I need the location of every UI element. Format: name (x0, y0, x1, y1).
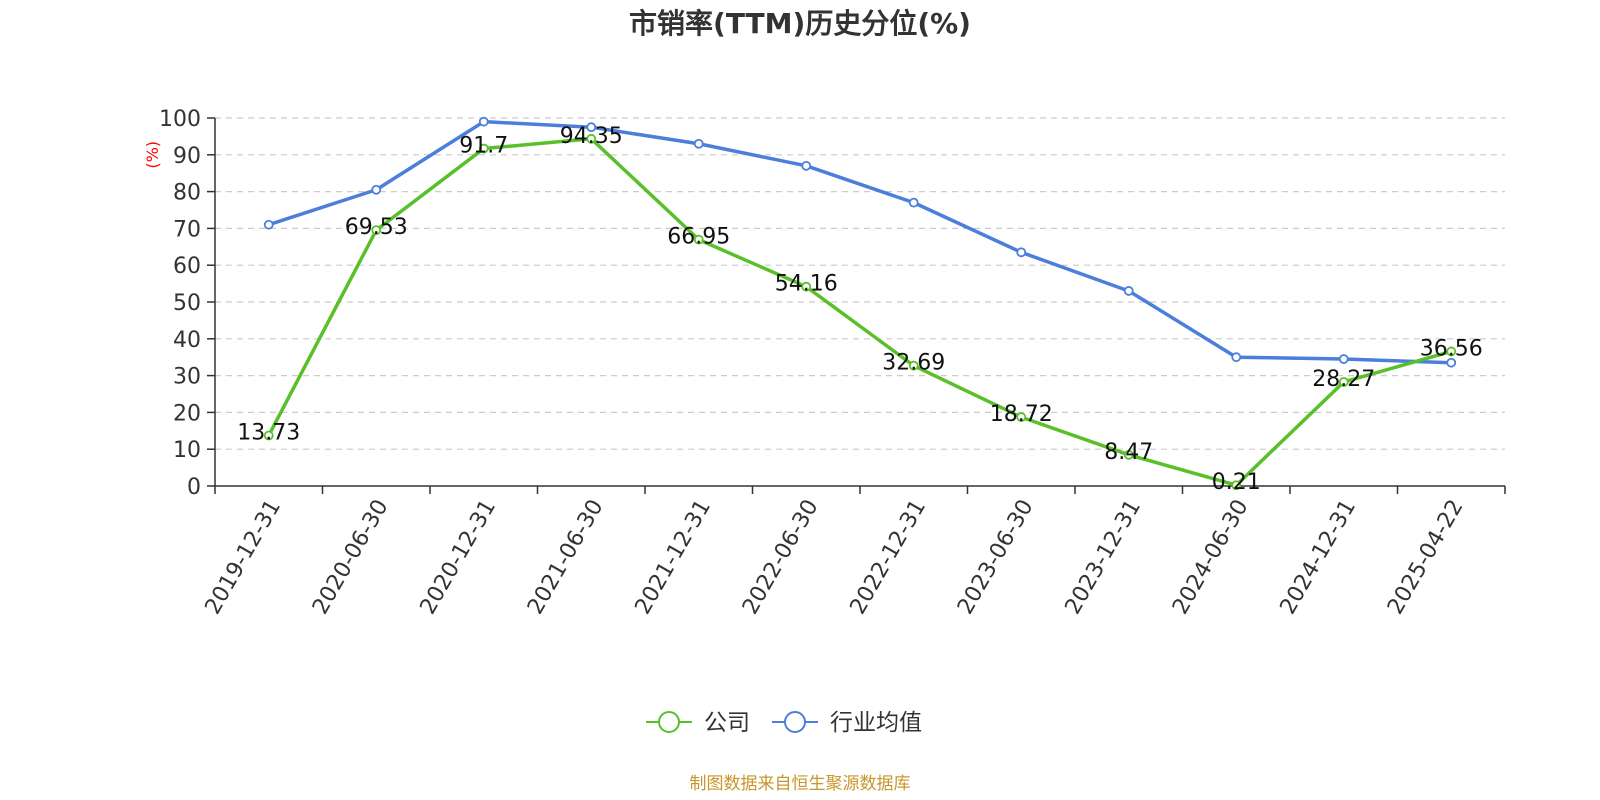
data-label: 66.95 (667, 225, 730, 250)
data-point[interactable] (1446, 357, 1457, 368)
data-labels: 13.73 69.53 91.7 94.35 66.95 54.16 32.69 18.72 8… (237, 124, 1482, 495)
legend-item-1[interactable]: 行业均值 (772, 710, 922, 736)
x-tick-label: 2020-12-31 (415, 496, 501, 619)
y-tick-label: 50 (173, 291, 201, 316)
data-point[interactable] (1446, 346, 1457, 357)
legend-label: 公司 (704, 710, 750, 736)
x-tick-label: 2019-12-31 (200, 496, 286, 619)
x-tick-label: 2023-12-31 (1060, 496, 1146, 619)
data-label: 0.21 (1212, 470, 1261, 495)
y-axis: 0 10 20 30 40 50 60 70 80 90 100 (159, 107, 216, 500)
x-tick-label: 2022-06-30 (738, 496, 824, 619)
data-point[interactable] (478, 143, 489, 154)
data-point[interactable] (801, 160, 812, 171)
data-point[interactable] (478, 116, 489, 127)
data-point[interactable] (1123, 449, 1134, 460)
data-point[interactable] (263, 430, 274, 441)
x-axis: 2019-12-31 2020-06-30 2020-12-31 2021-06-30… (200, 485, 1506, 619)
data-point[interactable] (1123, 286, 1134, 296)
y-axis-label: (%) (143, 141, 162, 169)
data-point[interactable] (371, 225, 382, 236)
data-point[interactable] (908, 197, 919, 208)
legend-marker (784, 711, 806, 733)
x-tick-label: 2024-12-31 (1275, 496, 1361, 619)
x-tick-label: 2020-06-30 (308, 496, 394, 619)
data-label: 36.56 (1420, 336, 1483, 361)
y-tick-label: 100 (159, 107, 201, 132)
legend[interactable]: 公司 行业均值 (646, 710, 922, 736)
data-point[interactable] (693, 234, 704, 245)
data-label: 91.7 (459, 134, 508, 159)
data-point[interactable] (693, 138, 704, 149)
y-tick-label: 80 (173, 181, 201, 206)
data-point[interactable] (1338, 354, 1349, 364)
grid (215, 117, 1505, 450)
data-point[interactable] (371, 184, 382, 195)
series-layer (263, 116, 1457, 491)
data-label: 8.47 (1104, 440, 1153, 465)
y-tick-label: 40 (173, 328, 201, 353)
series-line-0 (267, 137, 1452, 487)
data-point[interactable] (1231, 352, 1242, 363)
legend-marker (658, 711, 680, 733)
series-line-1 (268, 119, 1452, 365)
x-tick-label: 2024-06-30 (1168, 496, 1254, 619)
data-point[interactable] (586, 133, 597, 144)
source-note: 制图数据来自恒生聚源数据库 (690, 774, 911, 794)
data-point[interactable] (1016, 247, 1027, 258)
data-point[interactable] (1338, 377, 1349, 387)
x-tick-label: 2021-12-31 (630, 496, 716, 619)
data-label: 13.73 (237, 420, 300, 445)
legend-label: 行业均值 (830, 710, 922, 736)
x-tick-label: 2022-12-31 (845, 496, 931, 619)
y-tick-label: 10 (173, 438, 201, 463)
data-label: 94.35 (560, 124, 623, 149)
data-label: 69.53 (345, 215, 408, 240)
y-tick-label: 90 (173, 144, 201, 169)
data-point[interactable] (1016, 412, 1027, 423)
data-point[interactable] (908, 360, 919, 371)
legend-item-0[interactable]: 公司 (646, 710, 750, 736)
data-point[interactable] (263, 219, 274, 230)
y-tick-label: 60 (173, 254, 201, 279)
y-tick-label: 0 (187, 475, 201, 500)
data-point[interactable] (1231, 480, 1242, 491)
chart-title: 市销率(TTM)历史分位(%) (629, 7, 971, 40)
y-tick-label: 20 (173, 401, 201, 426)
y-tick-label: 30 (173, 365, 201, 390)
x-tick-label: 2025-04-22 (1383, 496, 1469, 619)
y-tick-label: 70 (173, 217, 201, 242)
x-tick-label: 2021-06-30 (523, 496, 609, 619)
data-point[interactable] (801, 281, 812, 292)
data-label: 18.72 (990, 402, 1053, 427)
x-tick-label: 2023-06-30 (953, 496, 1039, 619)
data-point[interactable] (586, 122, 597, 133)
data-label: 28.27 (1312, 367, 1375, 392)
data-label: 32.69 (882, 351, 945, 376)
data-label: 54.16 (775, 272, 838, 297)
